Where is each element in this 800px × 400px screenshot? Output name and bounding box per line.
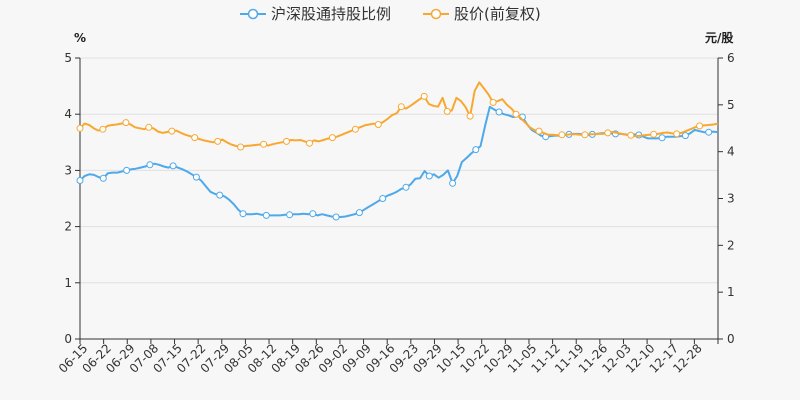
data-point [168, 127, 176, 135]
data-point [286, 211, 294, 219]
data-point [397, 103, 405, 111]
data-point [379, 195, 387, 202]
data-point [145, 123, 153, 131]
data-point [192, 173, 200, 181]
data-point [558, 131, 566, 139]
data-point [99, 125, 107, 133]
left-axis-unit: % [74, 31, 86, 45]
left-axis-tick-label: 5 [64, 51, 72, 65]
data-point [374, 121, 382, 128]
data-point [472, 146, 480, 154]
legend-marker-icon [247, 8, 259, 20]
data-point [283, 137, 290, 145]
data-point [99, 174, 107, 182]
data-point [355, 209, 363, 217]
series-line [79, 81, 719, 148]
data-point [696, 122, 704, 130]
legend-label: 股价(前复权) [454, 5, 541, 23]
series-layer [76, 81, 719, 221]
data-point [604, 129, 612, 137]
legend-label: 沪深股通持股比例 [271, 5, 391, 23]
data-point [627, 131, 635, 139]
data-point [239, 210, 247, 218]
data-point [309, 210, 317, 218]
data-point [216, 191, 224, 199]
data-point [489, 99, 497, 106]
right-axis-tick-label: 3 [727, 192, 735, 206]
data-point [306, 139, 313, 147]
right-axis-unit: 元/股 [705, 30, 734, 45]
data-point [425, 172, 433, 180]
data-point [658, 134, 666, 142]
right-axis-tick-label: 0 [727, 332, 735, 346]
legend[interactable]: 沪深股通持股比例 股价(前复权) [240, 5, 541, 23]
axes: % 元/股 012345012345606-1506-2206-2907-080… [56, 30, 735, 376]
data-point [443, 107, 451, 115]
legend-item-holding-ratio[interactable]: 沪深股通持股比例 [240, 5, 391, 23]
data-point [214, 137, 222, 145]
data-point [535, 127, 543, 135]
data-point [76, 124, 84, 132]
right-axis-tick-label: 5 [727, 98, 735, 112]
data-point [466, 112, 474, 120]
data-point [76, 177, 84, 184]
data-point [420, 92, 428, 100]
data-point [351, 125, 359, 133]
data-point [237, 143, 245, 151]
right-axis-tick-label: 4 [727, 145, 735, 159]
series-stock-price [76, 81, 719, 151]
data-point [495, 108, 503, 116]
left-axis-tick-label: 0 [64, 332, 72, 346]
data-point [650, 130, 658, 138]
data-point [402, 183, 410, 191]
series-line [79, 105, 719, 218]
data-point [328, 134, 336, 142]
right-axis-tick-label: 1 [727, 285, 735, 299]
data-point [260, 140, 268, 148]
data-point [449, 179, 457, 187]
data-point [332, 213, 340, 221]
data-point [146, 161, 154, 169]
data-point [681, 132, 689, 140]
left-axis-tick-label: 1 [64, 276, 72, 290]
series-holding-ratio [76, 105, 719, 221]
data-point [262, 211, 270, 219]
data-point [512, 110, 520, 118]
right-axis-tick-label: 6 [727, 51, 735, 65]
left-axis-tick-label: 2 [64, 220, 72, 234]
data-point [705, 128, 713, 136]
legend-marker-icon [430, 8, 442, 20]
grid-lines [80, 57, 718, 340]
left-axis-tick-label: 4 [64, 107, 72, 121]
legend-item-stock-price[interactable]: 股价(前复权) [423, 5, 541, 23]
data-point [122, 119, 130, 127]
data-point [673, 130, 681, 138]
right-axis-tick-label: 2 [727, 238, 735, 252]
data-point [581, 131, 589, 139]
data-point [123, 166, 131, 174]
left-axis-tick-label: 3 [64, 163, 72, 177]
data-point [169, 162, 177, 170]
data-point [191, 134, 199, 142]
